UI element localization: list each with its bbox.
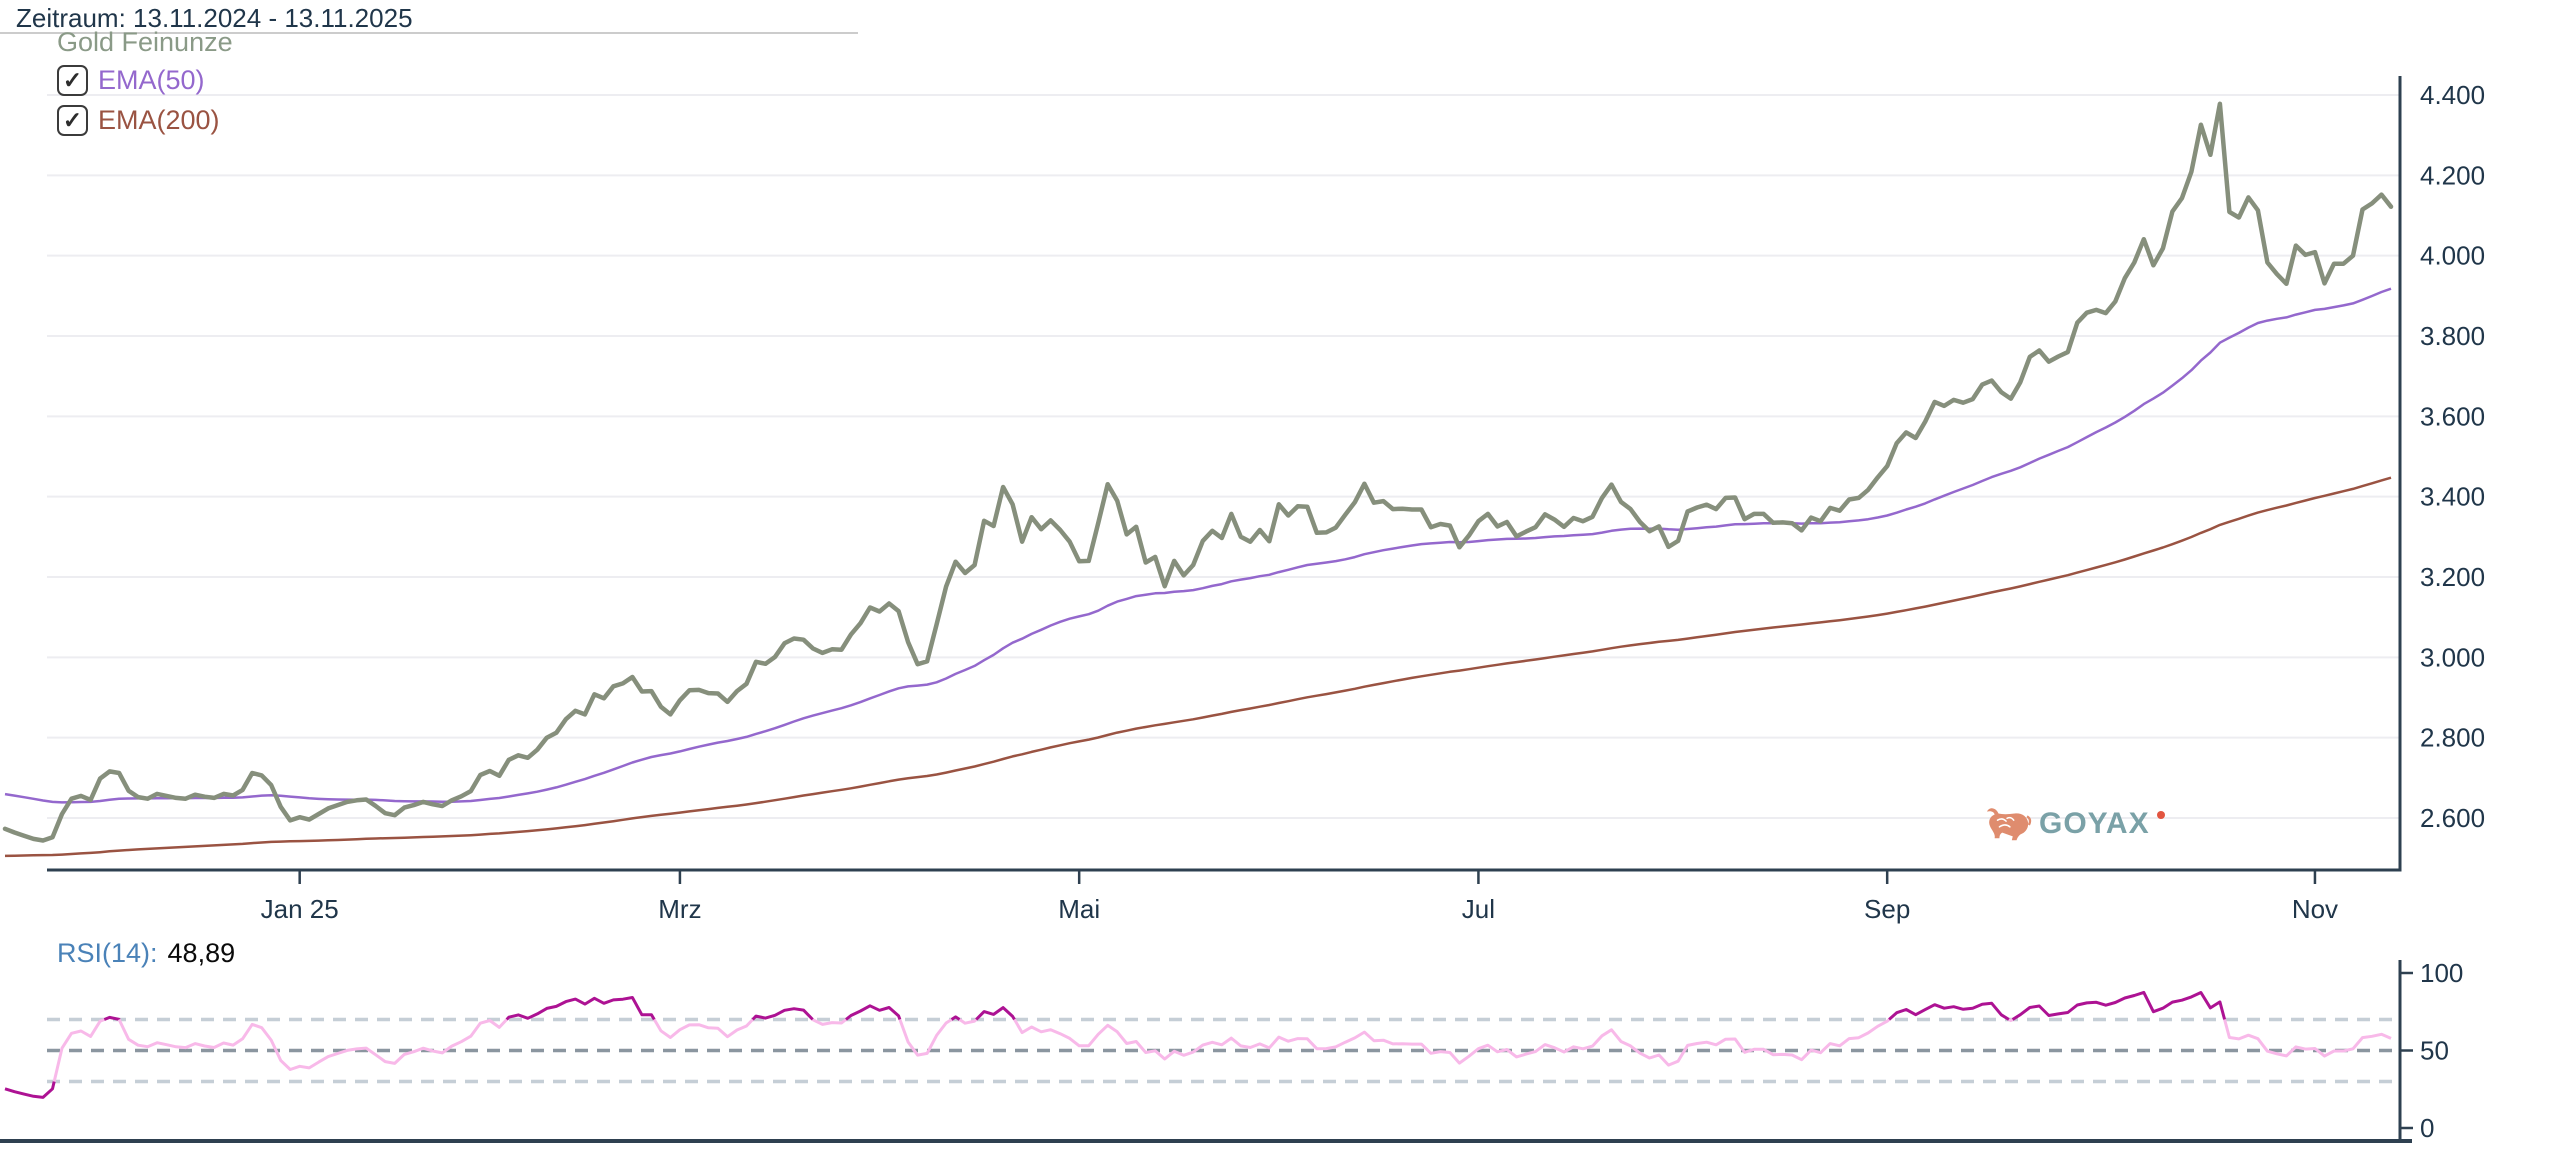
month-label: Jan 25: [261, 894, 339, 924]
rsi-line-segment-extreme: [845, 1004, 902, 1021]
rsi-line-segment-extreme: [1888, 1001, 2010, 1021]
date-range-label: Zeitraum: 13.11.2024 - 13.11.2025: [16, 3, 413, 33]
rsi-line-segment-extreme: [505, 996, 656, 1021]
rsi-line-segment-extreme: [2011, 990, 2227, 1021]
price-axis-label: 2.600: [2420, 803, 2485, 833]
rsi-axis-label: 100: [2420, 958, 2463, 988]
chart-title: Gold Feinunze: [57, 27, 233, 57]
month-label: Nov: [2292, 894, 2338, 924]
ema50-label[interactable]: EMA(50): [98, 65, 205, 95]
rsi-line-segment-extreme: [4, 1081, 56, 1099]
checkmark-icon: ✓: [62, 66, 83, 93]
goyax-dot-icon: [2156, 811, 2165, 819]
price-axis-label: 4.200: [2420, 160, 2485, 190]
rsi-header: RSI(14): 48,89: [57, 938, 235, 969]
rsi-line-segment: [653, 1018, 754, 1039]
rsi-line-segment-extreme: [103, 1015, 121, 1021]
price-line: [2, 101, 2394, 843]
goyax-wordmark: GOYAX: [2039, 807, 2150, 840]
price-axis-label: 3.800: [2420, 321, 2485, 351]
rsi-line-segment: [898, 1018, 953, 1057]
ema200-line: [4, 476, 2392, 858]
month-label: Sep: [1864, 894, 1910, 924]
rsi-line-segment-extreme: [975, 1006, 1016, 1021]
rsi-indicator-label: RSI(14):: [57, 938, 158, 968]
rsi-line-segment: [117, 1018, 508, 1071]
goyax-logo: GOYAX: [1984, 804, 2165, 849]
month-label: Jul: [1462, 894, 1495, 924]
legend-row-ema50: ✓ EMA(50): [57, 64, 233, 97]
rsi-line-segment: [2223, 1019, 2392, 1058]
rsi-line-segment: [811, 1018, 847, 1026]
checkmark-icon: ✓: [62, 106, 83, 133]
ema200-label[interactable]: EMA(200): [98, 105, 220, 135]
month-label: Mrz: [658, 894, 701, 924]
bull-icon: [1984, 804, 2032, 849]
price-axis-label: 4.000: [2420, 241, 2485, 271]
rsi-line-segment-extreme: [751, 1007, 814, 1021]
month-label: Mai: [1058, 894, 1100, 924]
rsi-axis-label: 0: [2420, 1113, 2434, 1143]
legend-row-ema200: ✓ EMA(200): [57, 104, 233, 137]
price-axis-label: 3.200: [2420, 562, 2485, 592]
price-axis-label: 3.400: [2420, 482, 2485, 512]
rsi-line-segment-extreme: [950, 1015, 961, 1021]
rsi-line-segment: [958, 1018, 978, 1025]
ema50-line: [4, 287, 2392, 804]
price-axis-label: 2.800: [2420, 723, 2485, 753]
price-axis-label: 3.000: [2420, 642, 2485, 672]
rsi-line-segment: [1013, 1018, 1891, 1067]
price-axis-label: 4.400: [2420, 80, 2485, 110]
ema200-checkbox[interactable]: ✓: [57, 105, 88, 136]
rsi-axis-label: 50: [2420, 1036, 2449, 1066]
rsi-current-value: 48,89: [167, 938, 236, 968]
rsi-line-segment: [52, 1018, 105, 1082]
header-divider: [0, 32, 858, 34]
chart-legend: Gold Feinunze ✓ EMA(50) ✓ EMA(200): [57, 27, 233, 137]
ema50-checkbox[interactable]: ✓: [57, 65, 88, 96]
price-axis-label: 3.600: [2420, 401, 2485, 431]
rsi-line-segment: [2008, 1018, 2014, 1023]
